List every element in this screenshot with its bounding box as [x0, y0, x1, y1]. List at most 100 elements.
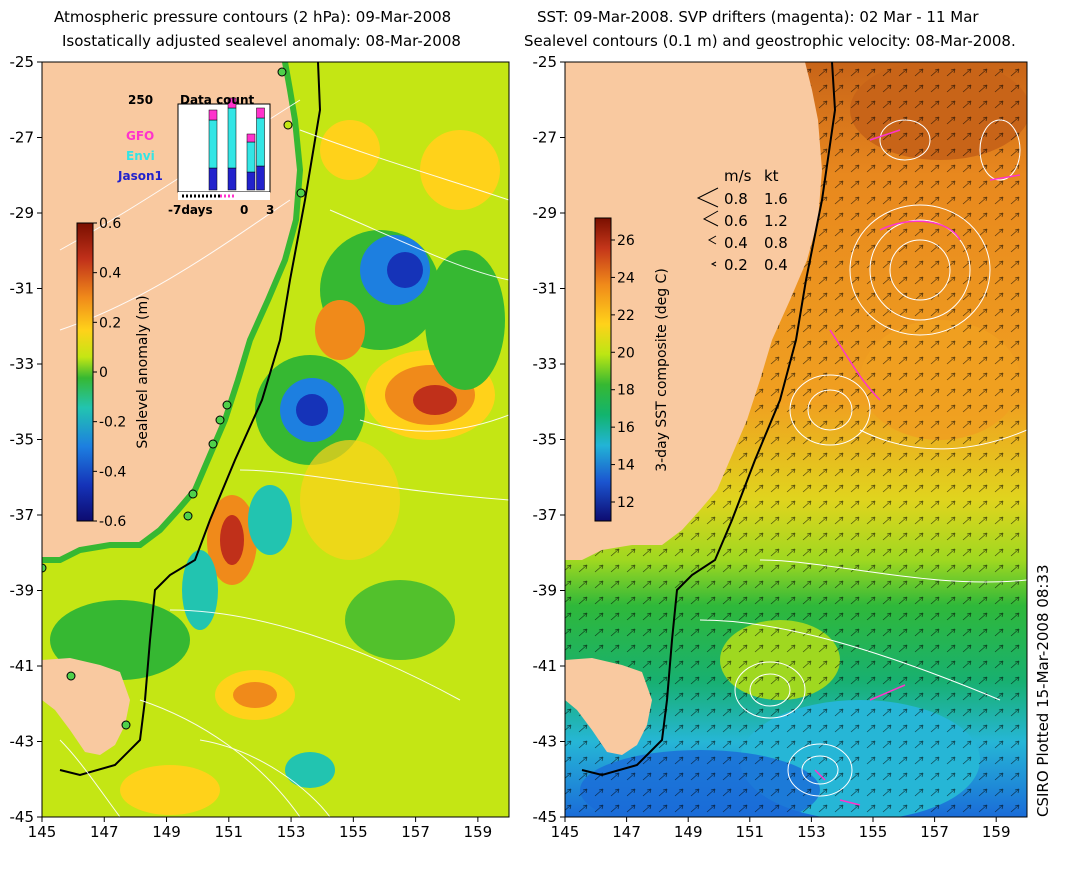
right-axes: 145 147 149 151 153 155 157 159 -25 -27 -29 -31 -33 -… — [533, 53, 1011, 841]
right-xtick-label: 159 — [982, 823, 1011, 841]
left-ytick-label: -37 — [10, 506, 35, 524]
right-ytick-label: -33 — [533, 355, 558, 373]
left-ytick-label: -39 — [10, 582, 35, 600]
data-count-bar-segment — [246, 141, 256, 173]
velocity-legend-kt-2: 0.8 — [764, 234, 788, 252]
data-count-max-label: 250 — [128, 93, 153, 107]
left-map — [42, 62, 509, 817]
right-ytick-label: -35 — [533, 431, 558, 449]
legend-jason1: Jason1 — [117, 169, 163, 183]
data-count-bar-segment — [208, 119, 218, 169]
left-xtick-label: 157 — [401, 823, 430, 841]
sst-cb-label: 12 — [617, 495, 635, 511]
right-ytick-label: -27 — [533, 129, 558, 147]
velocity-legend-ms-2: 0.4 — [724, 234, 748, 252]
left-ytick-label: -45 — [10, 808, 35, 826]
right-xtick-label: 149 — [674, 823, 703, 841]
left-xtick-label: 149 — [152, 823, 181, 841]
data-count-bar-segment — [256, 117, 265, 167]
right-ytick-label: -43 — [533, 733, 558, 751]
sst-colorbar-ticks: 26 24 22 20 18 16 14 12 — [611, 233, 635, 511]
velocity-legend-kt-1: 1.2 — [764, 212, 788, 230]
right-ytick-label: -45 — [533, 808, 558, 826]
velocity-legend-kt-3: 0.4 — [764, 256, 788, 274]
right-xtick-label: 145 — [551, 823, 580, 841]
left-xtick-label: 155 — [339, 823, 368, 841]
legend-gfo: GFO — [126, 129, 154, 143]
data-count-bars — [208, 97, 265, 191]
data-count-xlabel-zero: 0 — [240, 203, 248, 217]
data-count-title: Data count — [180, 93, 255, 107]
right-xtick-label: 157 — [920, 823, 949, 841]
right-ytick-label: -39 — [533, 582, 558, 600]
right-xtick-label: 155 — [859, 823, 888, 841]
velocity-legend-kt-0: 1.6 — [764, 190, 788, 208]
csiro-credit: CSIRO Plotted 15-Mar-2008 08:33 — [1034, 564, 1052, 817]
sst-cb-label: 20 — [617, 345, 635, 361]
left-axes: 145 147 149 151 153 155 157 159 -25 -27 -29 -31 -33 -… — [10, 53, 493, 841]
left-ytick-label: -33 — [10, 355, 35, 373]
right-xtick-label: 147 — [612, 823, 641, 841]
left-xtick-label: 151 — [214, 823, 243, 841]
data-count-inset — [177, 97, 271, 200]
data-count-bar-segment — [227, 97, 237, 109]
right-xtick-label: 151 — [735, 823, 764, 841]
sla-colorbar — [76, 222, 94, 522]
sla-colorbar-label: Sealevel anomaly (m) — [135, 295, 151, 448]
sla-cb-label: 0.4 — [99, 266, 121, 282]
left-xtick-label: 159 — [464, 823, 493, 841]
sst-cb-label: 14 — [617, 458, 635, 474]
velocity-legend-header-ms: m/s — [724, 167, 752, 185]
left-title-line1: Atmospheric pressure contours (2 hPa): 0… — [54, 8, 452, 26]
right-map — [565, 62, 1027, 817]
right-ytick-label: -25 — [533, 53, 558, 71]
left-ytick-label: -43 — [10, 733, 35, 751]
sst-cb-label: 18 — [617, 383, 635, 399]
velocity-legend-ms-3: 0.2 — [724, 256, 748, 274]
velocity-legend-header-kt: kt — [764, 167, 779, 185]
sla-cb-label: 0 — [99, 365, 108, 381]
right-title-line2: Sealevel contours (0.1 m) and geostrophi… — [524, 32, 1016, 50]
sla-cb-label: 0.6 — [99, 216, 121, 232]
sst-colorbar — [594, 217, 612, 522]
left-xtick-label: 153 — [277, 823, 306, 841]
velocity-legend: m/s kt 0.8 1.6 0.6 1.2 0.4 0.8 0.2 0.4 — [696, 167, 788, 274]
right-xtick-label: 153 — [797, 823, 826, 841]
sla-cb-label: -0.6 — [99, 514, 126, 530]
sla-colorbar-ticks: 0.6 0.4 0.2 0 -0.2 -0.4 -0.6 — [93, 216, 126, 530]
left-title-line2: Isostatically adjusted sealevel anomaly:… — [62, 32, 461, 50]
sst-cb-label: 26 — [617, 233, 635, 249]
left-ytick-label: -35 — [10, 431, 35, 449]
left-ytick-label: -25 — [10, 53, 35, 71]
data-count-xlabel-end: 3 — [266, 203, 274, 217]
legend-envi: Envi — [126, 149, 155, 163]
sst-colorbar-label: 3-day SST composite (deg C) — [654, 268, 670, 472]
data-count-bar-segment — [246, 133, 256, 143]
left-ytick-label: -41 — [10, 657, 35, 675]
sla-cb-label: -0.4 — [99, 464, 126, 480]
sst-cb-label: 16 — [617, 420, 635, 436]
data-count-bar-segment — [208, 167, 218, 191]
data-count-bar-segment — [256, 165, 265, 191]
sst-cb-label: 24 — [617, 270, 635, 286]
right-title-line1: SST: 09-Mar-2008. SVP drifters (magenta)… — [537, 8, 979, 26]
data-count-bar-segment — [256, 107, 265, 119]
sla-cb-label: 0.2 — [99, 315, 121, 331]
velocity-legend-ms-0: 0.8 — [724, 190, 748, 208]
right-ytick-label: -41 — [533, 657, 558, 675]
data-count-bar-segment — [227, 167, 237, 191]
data-count-xlabel-start: -7days — [168, 203, 213, 217]
right-ytick-label: -29 — [533, 204, 558, 222]
left-xtick-label: 147 — [90, 823, 119, 841]
left-ytick-label: -29 — [10, 204, 35, 222]
sst-cb-label: 22 — [617, 308, 635, 324]
sla-cb-label: -0.2 — [99, 415, 126, 431]
data-count-bar-segment — [208, 109, 218, 121]
data-count-bar-segment — [246, 171, 256, 191]
left-ytick-label: -27 — [10, 129, 35, 147]
velocity-legend-ms-1: 0.6 — [724, 212, 748, 230]
right-ytick-label: -31 — [533, 280, 558, 298]
left-xtick-label: 145 — [28, 823, 57, 841]
left-ytick-label: -31 — [10, 280, 35, 298]
